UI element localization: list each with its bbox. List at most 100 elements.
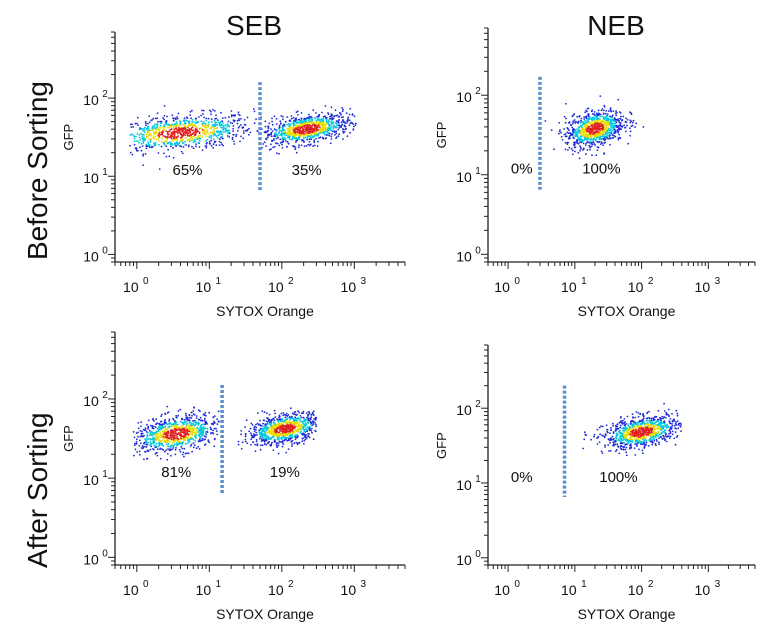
scatter-point [182, 120, 185, 122]
scatter-point [142, 153, 145, 156]
y-axis-label: GFP [61, 425, 76, 452]
scatter-point [198, 146, 201, 148]
scatter-point [152, 433, 155, 436]
scatter-point [296, 120, 298, 122]
scatter-point [163, 152, 165, 155]
scatter-point [296, 442, 299, 444]
scatter-point [603, 106, 606, 108]
scatter-point [324, 130, 327, 133]
scatter-point [192, 147, 195, 150]
scatter-point [306, 136, 309, 139]
scatter-point [163, 422, 166, 425]
scatter-point [164, 436, 166, 438]
scatter-point [184, 412, 187, 415]
scatter-point [302, 410, 305, 413]
scatter-point [215, 135, 218, 138]
scatter-point [179, 434, 182, 437]
scatter-point [596, 116, 599, 118]
scatter-point [204, 438, 207, 441]
scatter-point [306, 133, 309, 136]
scatter-point [175, 443, 178, 445]
scatter-point [303, 124, 306, 127]
scatter-point [199, 134, 202, 137]
scatter-point [249, 131, 252, 134]
scatter-point [198, 448, 201, 450]
scatter-point [601, 126, 604, 128]
scatter-point [194, 124, 197, 127]
scatter-point [609, 108, 612, 110]
y-tick-label: 10 [83, 170, 99, 186]
scatter-point [156, 124, 159, 127]
scatter-point [564, 148, 567, 151]
scatter-point [335, 115, 337, 117]
scatter-point [216, 433, 219, 436]
scatter-point [201, 420, 204, 422]
scatter-point [607, 131, 610, 134]
scatter-point [601, 135, 604, 138]
scatter-point [295, 151, 298, 154]
scatter-point [263, 419, 266, 422]
scatter-point [197, 440, 200, 443]
scatter-point [344, 125, 346, 128]
scatter-point [233, 120, 236, 123]
scatter-point [272, 421, 275, 424]
scatter-point [341, 107, 343, 109]
scatter-point [172, 447, 175, 449]
scatter-point [575, 141, 578, 144]
scatter-point [164, 413, 167, 415]
scatter-point [293, 137, 296, 140]
scatter-point [286, 123, 288, 126]
scatter-point [221, 117, 224, 119]
scatter-point [154, 426, 157, 428]
scatter-point [598, 127, 601, 129]
scatter-point [298, 118, 300, 121]
scatter-point [270, 443, 273, 446]
scatter-point [210, 118, 213, 120]
scatter-point [312, 438, 315, 441]
scatter-point [167, 142, 170, 144]
scatter-point [189, 128, 192, 131]
scatter-point [579, 145, 581, 148]
scatter-point [609, 137, 611, 140]
scatter-point [275, 129, 277, 131]
scatter-point [146, 435, 149, 438]
scatter-point [135, 122, 138, 125]
scatter-point [135, 149, 138, 152]
scatter-point [237, 126, 240, 129]
scatter-point [148, 429, 151, 432]
scatter-point [203, 116, 206, 119]
scatter-point [308, 429, 311, 432]
scatter-point [591, 118, 594, 120]
scatter-point [186, 117, 189, 119]
scatter-point [270, 128, 272, 131]
scatter-point [220, 111, 222, 114]
scatter-point [155, 442, 158, 445]
scatter-point [194, 437, 197, 439]
scatter-point [147, 419, 150, 422]
scatter-point [614, 118, 616, 121]
scatter-point [275, 123, 278, 125]
scatter-point [202, 130, 205, 133]
scatter-point [258, 429, 260, 432]
scatter-point [168, 136, 171, 139]
scatter-point [611, 435, 614, 438]
scatter-point [582, 147, 585, 150]
scatter-point [202, 109, 205, 112]
scatter-point [184, 427, 187, 430]
scatter-point [255, 440, 258, 443]
scatter-point [222, 127, 225, 130]
scatter-point [289, 429, 292, 432]
scatter-point [153, 138, 155, 140]
scatter-point [210, 432, 213, 434]
scatter-point [604, 112, 607, 115]
scatter-point [195, 447, 198, 450]
scatter-point [149, 144, 151, 147]
scatter-point [586, 149, 589, 151]
scatter-point [242, 126, 245, 129]
scatter-point [564, 133, 567, 135]
scatter-point [203, 126, 206, 129]
scatter-point [261, 427, 264, 430]
scatter-point [273, 433, 276, 436]
scatter-point [152, 427, 155, 430]
scatter-point [156, 448, 159, 451]
